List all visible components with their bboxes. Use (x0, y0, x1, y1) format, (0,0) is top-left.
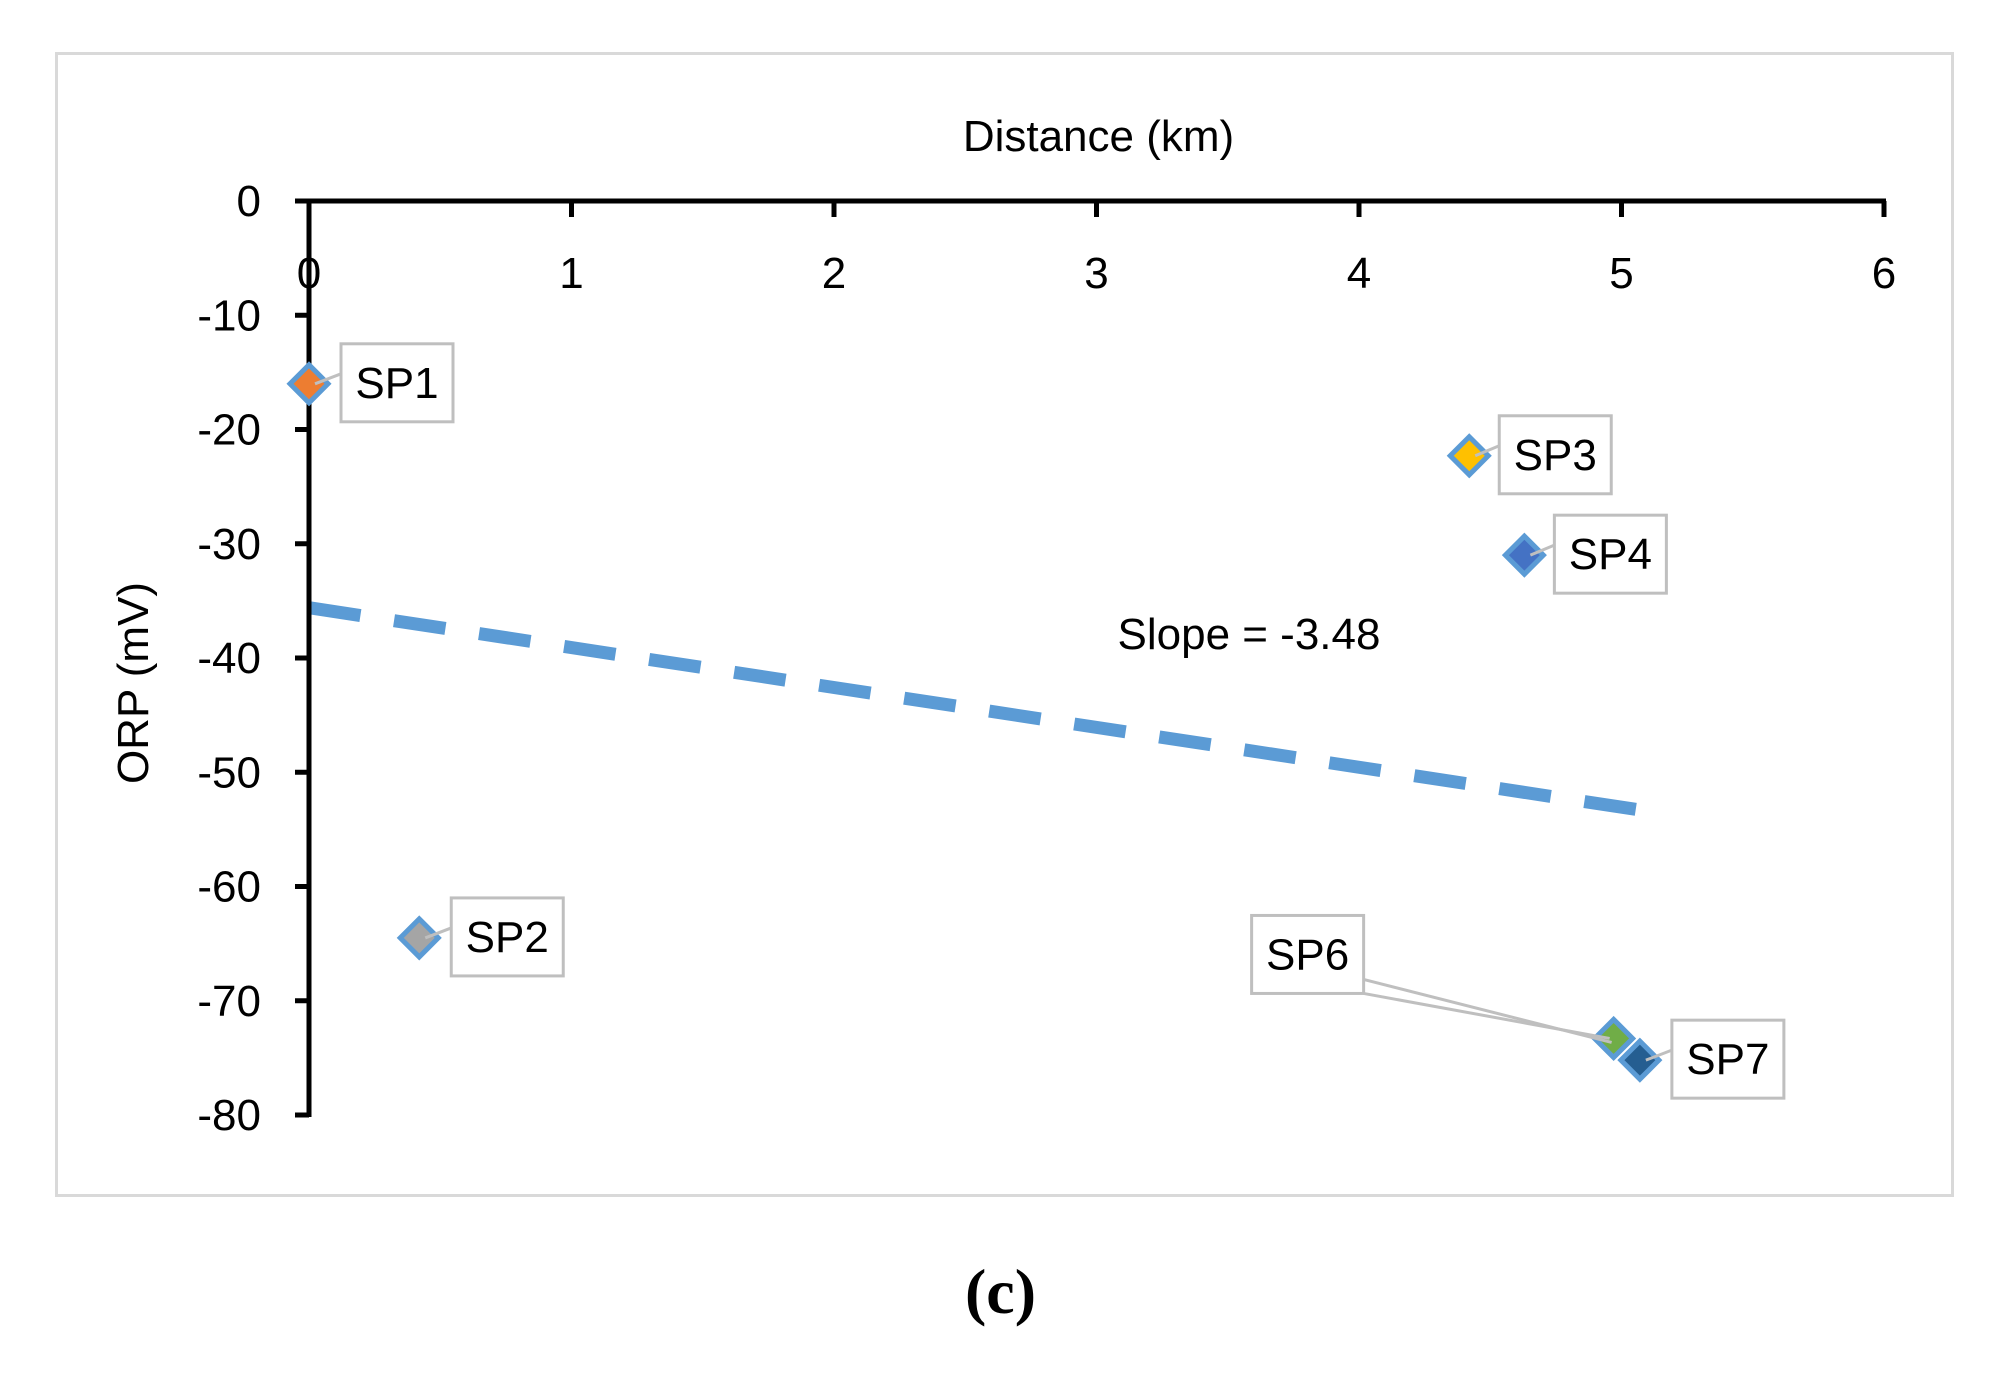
chart-frame: 0 1 2 3 4 5 6 0 -10 -20 -30 -40 -50 -60 -70 -80 Distance… (55, 52, 1954, 1197)
data-label-box-sp3 (1497, 414, 1613, 496)
data-point-sp1 (286, 361, 332, 407)
y-tick-label: -40 (197, 634, 261, 683)
x-tick-label: 5 (1609, 249, 1633, 298)
y-tick-label: -20 (197, 406, 261, 455)
x-tick-label: 1 (559, 249, 583, 298)
label-leader-sp7 (1645, 1048, 1673, 1062)
data-label-sp1: SP1 (355, 359, 438, 408)
points-layer (286, 361, 1663, 1083)
data-label-box-sp7 (1670, 1018, 1786, 1100)
y-tick-label: -50 (197, 748, 261, 797)
x-tick-label: 2 (822, 249, 846, 298)
data-label-box-sp6 (1250, 913, 1366, 995)
trendline-layer (308, 601, 1641, 817)
data-point-sp4 (1501, 532, 1547, 578)
data-point-sp6 (1591, 1015, 1637, 1061)
label-leader-sp4 (1529, 543, 1555, 557)
y-axis-title: ORP (mV) (109, 582, 158, 784)
data-label-sp7: SP7 (1686, 1035, 1769, 1084)
data-point-sp7 (1617, 1037, 1663, 1083)
data-label-box-sp1 (339, 342, 455, 424)
y-tick-label: -60 (197, 863, 261, 912)
slope-annotation: Slope = -3.48 (1118, 610, 1381, 659)
data-point-sp3 (1446, 433, 1492, 479)
data-label-box-sp4 (1552, 513, 1668, 595)
label-leader-sp6 (1363, 977, 1612, 1044)
label-leader-sp3 (1474, 444, 1500, 458)
y-tick-label: -80 (197, 1091, 261, 1140)
x-tick-label: 0 (297, 249, 321, 298)
x-axis-title: Distance (km) (963, 112, 1234, 161)
trendline (308, 601, 1641, 817)
label-leader-sp1 (314, 372, 342, 386)
data-label-sp6: SP6 (1266, 930, 1349, 979)
panel-caption: (c) (964, 1256, 1037, 1327)
axes-layer: 0 1 2 3 4 5 6 0 -10 -20 -30 -40 -50 -60 -70 -80 Distance… (109, 112, 1896, 1140)
data-label-sp2: SP2 (466, 913, 549, 962)
y-tick-label: -10 (197, 291, 261, 340)
x-tick-label: 3 (1084, 249, 1108, 298)
scatter-chart: 0 1 2 3 4 5 6 0 -10 -20 -30 -40 -50 -60 -70 -80 Distance… (109, 112, 1896, 1140)
x-tick-label: 4 (1347, 249, 1371, 298)
data-label-sp4: SP4 (1569, 530, 1652, 579)
y-tick-label: 0 (237, 177, 261, 226)
y-tick-label: -30 (197, 520, 261, 569)
data-label-box-sp2 (449, 896, 565, 978)
data-point-sp2 (396, 915, 442, 961)
data-labels-layer: SP1 SP2 SP3 SP4 SP6 SP7 (314, 342, 1786, 1100)
x-tick-label: 6 (1872, 249, 1896, 298)
label-leader-sp2 (424, 926, 452, 940)
y-tick-label: -70 (197, 977, 261, 1026)
data-label-sp3: SP3 (1514, 431, 1597, 480)
